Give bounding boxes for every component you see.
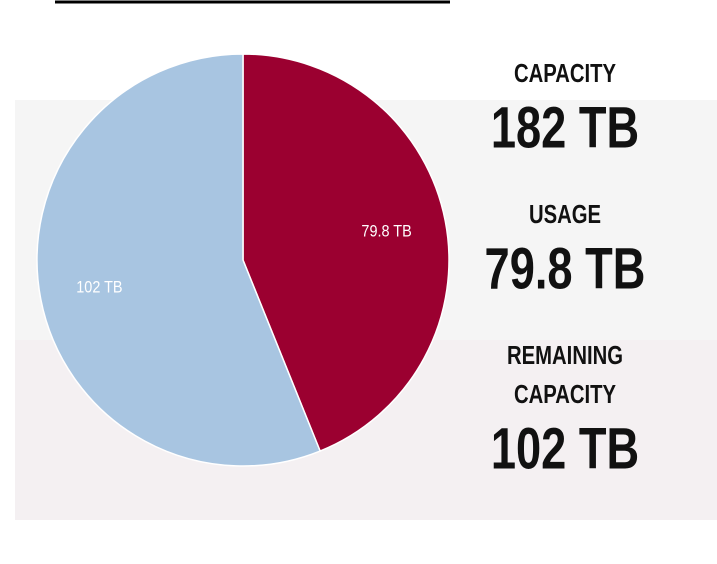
slice-label: 102 TB xyxy=(76,278,122,296)
stat-text: 79.8 TB xyxy=(485,237,646,302)
pie-slice xyxy=(36,53,322,467)
pie-slice xyxy=(242,53,450,453)
stat-text: CAPACITY xyxy=(514,58,616,87)
stat-text: 182 TB xyxy=(491,96,639,161)
stat-text: USAGE xyxy=(529,199,601,228)
stat-text: CAPACITY xyxy=(514,379,616,408)
slice-label: 79.8 TB xyxy=(361,223,411,241)
stat-text: REMAINING xyxy=(507,340,623,369)
stat-text: 102 TB xyxy=(491,417,639,482)
